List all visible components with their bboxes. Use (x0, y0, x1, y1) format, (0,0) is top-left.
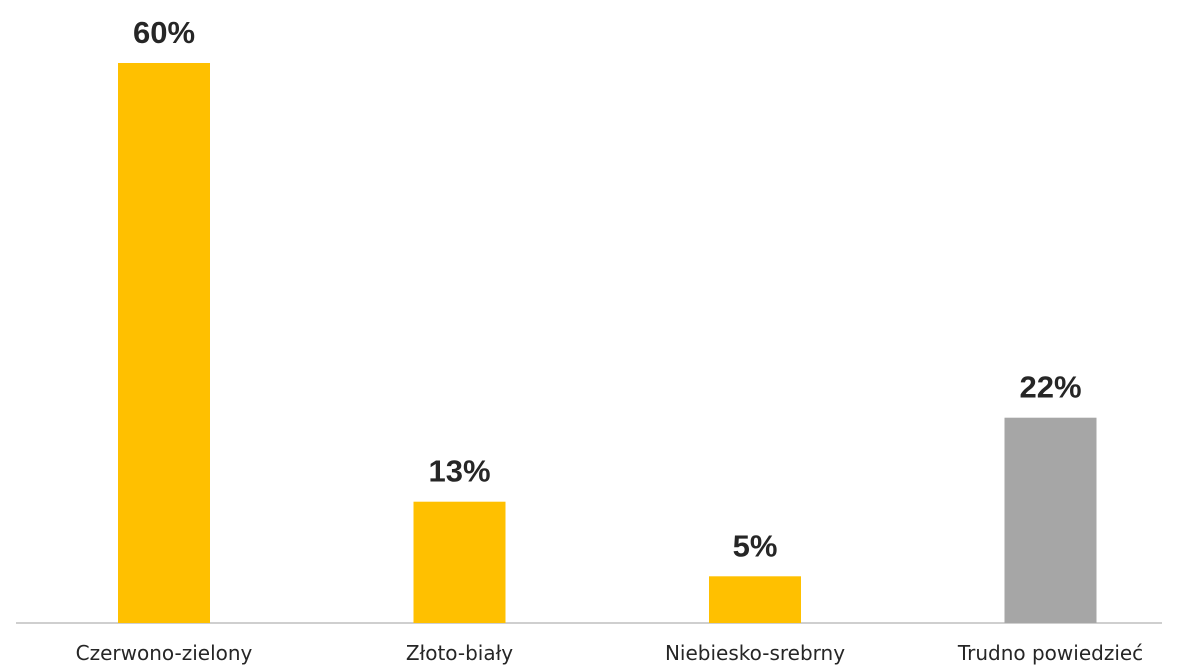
bar-3 (709, 576, 801, 623)
bar-value-label: 5% (733, 528, 778, 563)
bar-2 (414, 502, 506, 623)
category-label: Czerwono-zielony (76, 641, 253, 665)
category-label: Trudno powiedzieć (957, 641, 1143, 665)
category-label: Niebiesko-srebrny (665, 641, 845, 665)
category-label: Złoto-biały (406, 641, 513, 665)
bar-value-label: 22% (1019, 370, 1081, 405)
bar-value-label: 13% (428, 454, 490, 489)
bar-4 (1005, 418, 1097, 623)
bar-1 (118, 63, 210, 623)
bar-value-label: 60% (133, 15, 195, 50)
